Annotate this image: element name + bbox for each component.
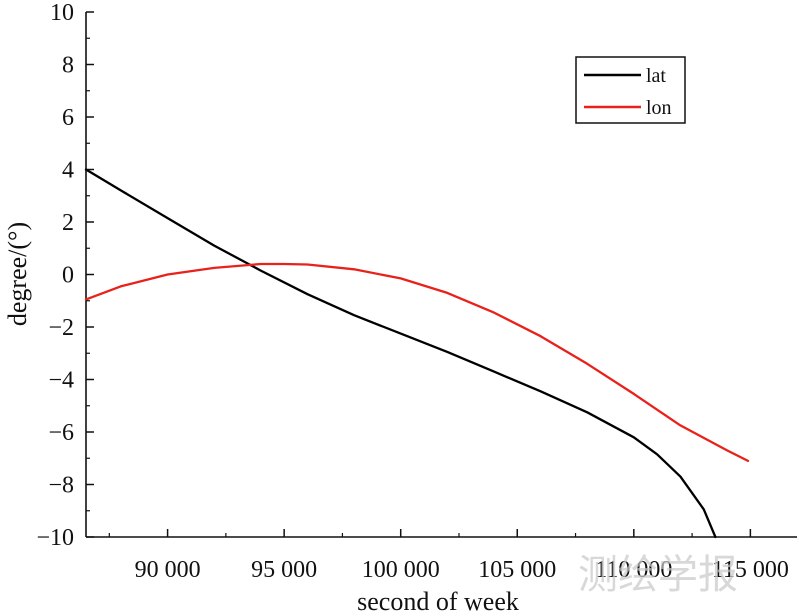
x-tick-label: 95 000 [251,557,317,583]
legend: lat lon [575,56,686,124]
series-line-lon [84,262,750,463]
series-line-lat [84,168,717,539]
y-tick-label: 4 [62,158,74,184]
x-tick-label: 110 000 [595,557,672,583]
y-tick-label: −2 [48,315,74,341]
x-tick-label: 90 000 [135,557,201,583]
y-axis-ticks: −10 −8 −6 −4 −2 0 2 4 6 8 10 [36,0,94,551]
y-tick-label: 2 [62,210,74,236]
legend-box [575,56,686,124]
legend-label-lat: lat [646,65,666,87]
y-tick-label: 8 [62,53,74,79]
x-tick-label: 105 000 [478,557,556,583]
y-axis-title: degree/(°) [3,222,32,326]
y-tick-label: 10 [50,0,74,26]
watermark: 测绘学报 [578,552,738,598]
x-tick-label: 100 000 [362,557,440,583]
x-tick-label: 115 000 [712,557,789,583]
y-tick-label: −10 [36,525,74,551]
y-tick-label: −6 [48,420,74,446]
legend-label-lon: lon [646,97,672,119]
x-axis-title: second of week [357,587,519,612]
y-tick-label: −4 [48,368,74,394]
axes-frame-group [85,12,797,538]
y-tick-label: −8 [48,473,74,499]
x-axis-ticks: 90 000 95 000 100 000 105 000 110 000 115 000 [108,529,789,583]
y-tick-label: 6 [62,105,74,131]
y-tick-label: 0 [62,263,74,289]
series-group [84,168,750,539]
